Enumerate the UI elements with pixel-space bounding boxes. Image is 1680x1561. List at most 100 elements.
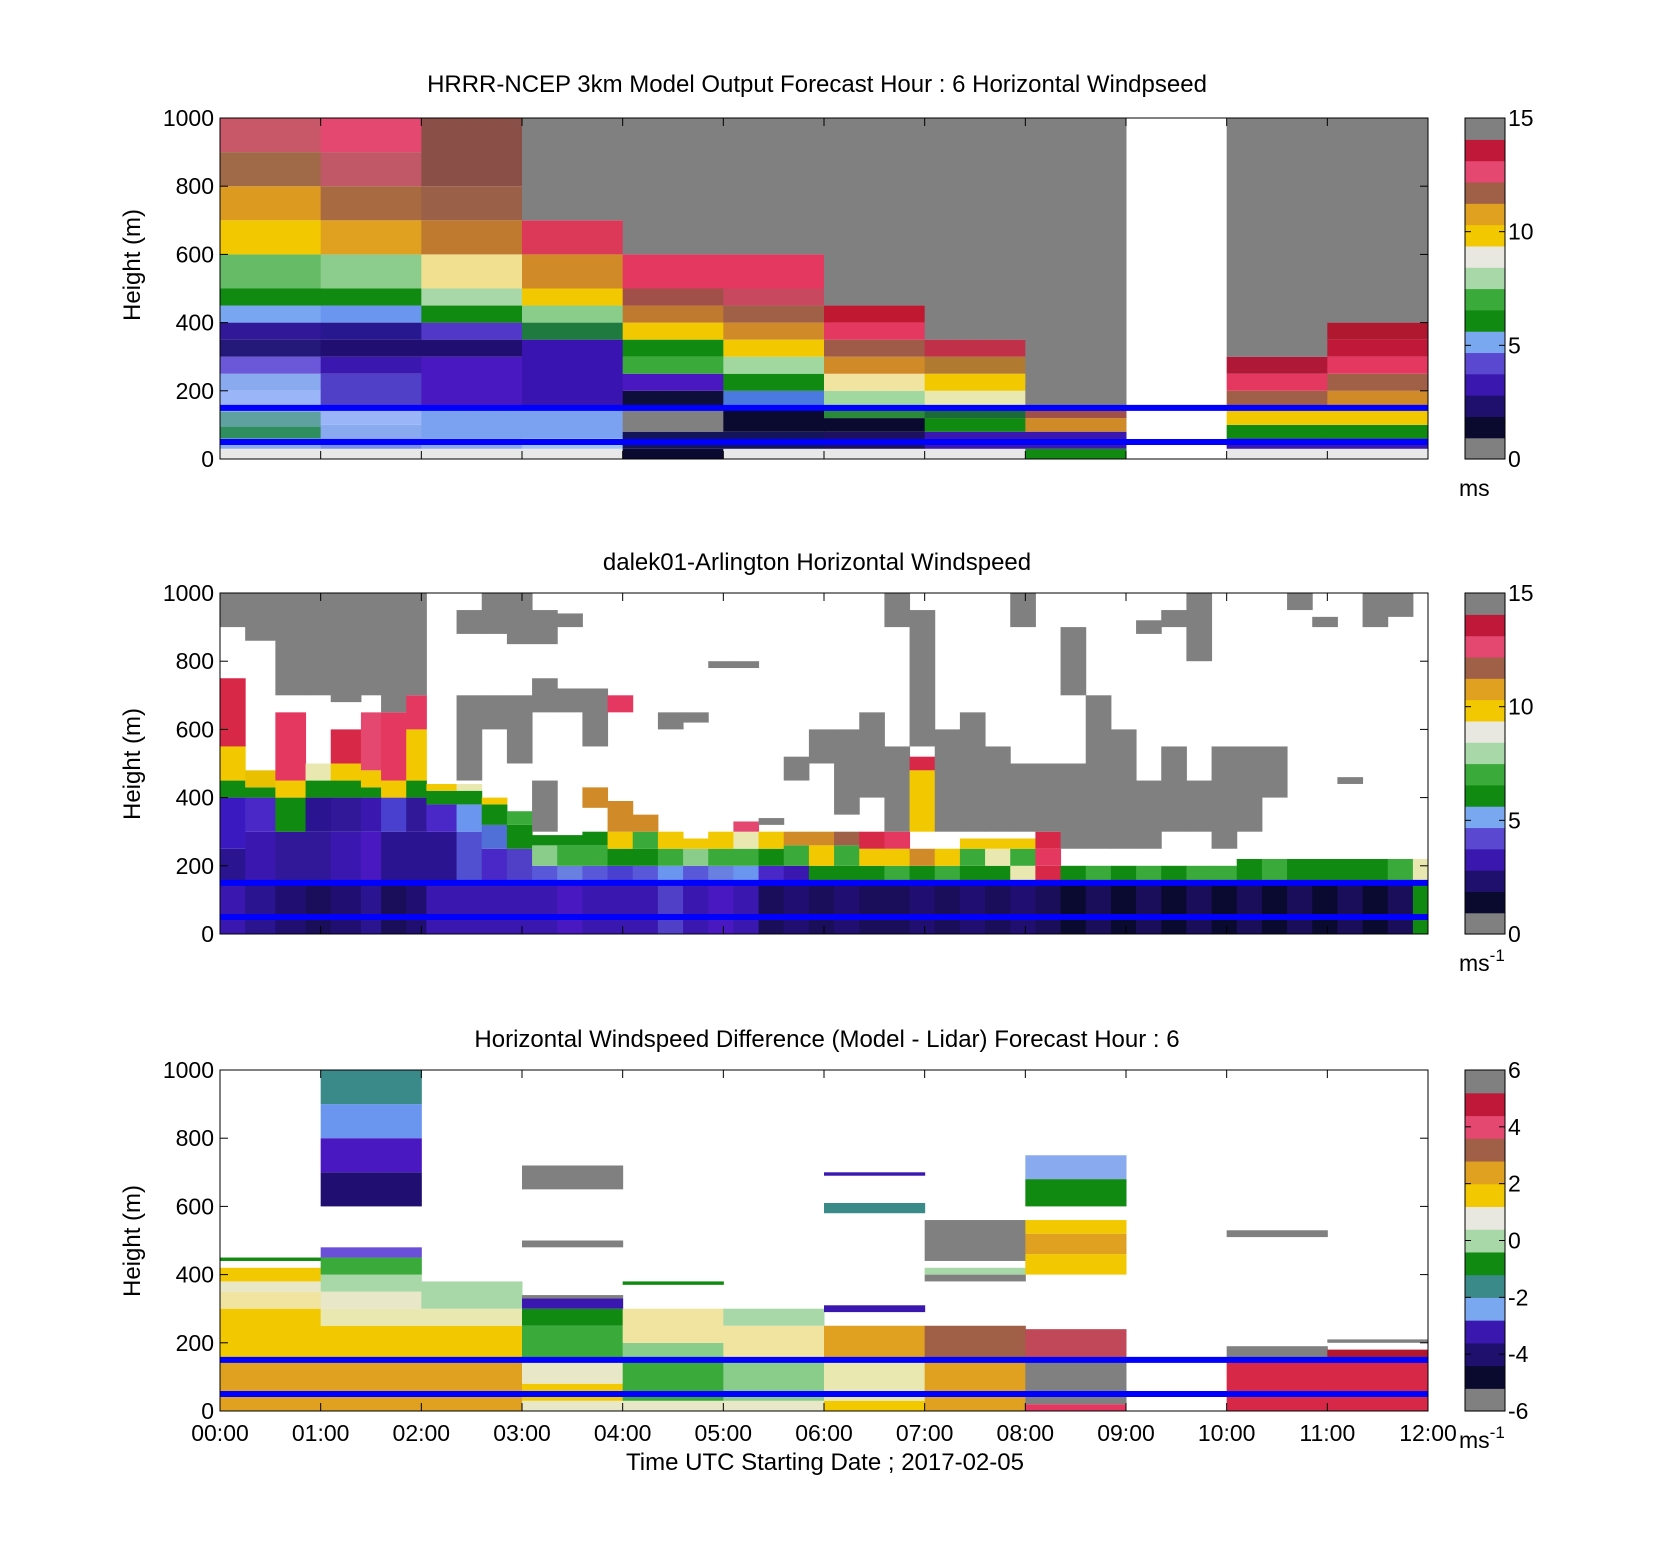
heatmap-cell	[421, 186, 523, 221]
heatmap-cell	[985, 865, 1011, 883]
heatmap-cell	[275, 780, 307, 798]
y-tick-label: 0	[201, 921, 214, 947]
heatmap-cell	[1110, 882, 1137, 934]
heatmap-cell	[320, 288, 422, 306]
colorbar-tick-label: -6	[1508, 1398, 1528, 1424]
heatmap-cell	[1412, 858, 1429, 883]
heatmap-cell	[723, 448, 825, 459]
heatmap-cell	[1337, 777, 1364, 784]
heatmap-cell	[582, 865, 609, 883]
heatmap-cell	[426, 790, 458, 805]
heatmap-cell	[859, 848, 885, 866]
heatmap-cell	[421, 1359, 523, 1411]
heatmap-cell	[924, 1220, 1026, 1261]
heatmap-cell	[532, 780, 558, 832]
heatmap-cell	[320, 118, 422, 153]
x-tick-label: 12:00	[1399, 1420, 1457, 1446]
heatmap-cell	[220, 339, 322, 357]
heatmap-cell	[723, 1308, 825, 1326]
heatmap-cell	[506, 882, 533, 934]
colorbar-unit: ms	[1459, 475, 1490, 501]
heatmap-cell	[934, 729, 961, 832]
colorbar-swatch	[1465, 181, 1505, 204]
heatmap-cell	[1186, 882, 1213, 934]
heatmap-cell	[1136, 620, 1162, 634]
heatmap-cell	[330, 780, 362, 798]
y-tick-label: 400	[176, 1262, 214, 1288]
heatmap-cell	[824, 1202, 926, 1214]
x-tick-label: 00:00	[191, 1420, 249, 1446]
heatmap-cell	[381, 882, 407, 934]
heatmap-cell	[622, 254, 724, 289]
heatmap-cell	[557, 613, 583, 628]
heatmap-cell	[924, 1274, 1026, 1282]
heatmap-cell	[320, 254, 422, 289]
heatmap-cell	[934, 865, 961, 883]
colorbar-swatch	[1465, 848, 1505, 871]
colorbar-tick-label: 15	[1508, 105, 1534, 131]
y-tick-label: 0	[201, 446, 214, 472]
heatmap-cell	[1025, 118, 1127, 408]
heatmap-cell	[381, 593, 407, 713]
heatmap-cell	[360, 593, 382, 696]
heatmap-cell	[723, 373, 825, 391]
heatmap-cell	[1136, 882, 1162, 934]
colorbar-tick-label: 5	[1508, 332, 1521, 358]
colorbar-swatch	[1465, 416, 1505, 439]
heatmap-cell	[320, 322, 422, 340]
heatmap-cell	[1186, 865, 1213, 883]
heatmap-cell	[985, 746, 1011, 832]
heatmap-cell	[632, 831, 659, 849]
heatmap-cell	[1186, 780, 1213, 832]
heatmap-cell	[1025, 407, 1127, 419]
heatmap-cell	[1025, 1254, 1127, 1275]
heatmap-cell	[723, 305, 825, 323]
heatmap-cell	[245, 882, 276, 934]
heatmap-cell	[381, 831, 407, 883]
heatmap-cell	[657, 848, 684, 866]
heatmap-cell	[220, 1257, 322, 1261]
heatmap-cell	[622, 288, 724, 306]
heatmap-cell	[622, 1281, 724, 1285]
heatmap-cell	[456, 804, 483, 832]
colorbar-swatch	[1465, 1251, 1505, 1276]
heatmap-cell	[622, 448, 724, 459]
heatmap-cell	[220, 118, 322, 153]
heatmap-cell	[657, 712, 684, 730]
colorbar-swatch	[1465, 288, 1505, 311]
colorbar-swatch	[1465, 1183, 1505, 1207]
heatmap-cell	[834, 882, 860, 934]
heatmap-cell	[1387, 593, 1414, 617]
heatmap-cell	[607, 831, 634, 849]
colorbar-swatch	[1465, 806, 1505, 829]
heatmap-cell	[481, 804, 508, 825]
heatmap-cell	[1327, 1339, 1429, 1343]
colorbar-unit: ms-1	[1459, 1423, 1505, 1453]
heatmap-cell	[406, 882, 427, 934]
panel-title: HRRR-NCEP 3km Model Output Forecast Hour…	[427, 71, 1207, 98]
heatmap-cell	[320, 305, 422, 323]
heatmap-cell	[909, 756, 936, 771]
heatmap-cell	[406, 695, 427, 730]
panel-model: HRRR-NCEP 3km Model Output Forecast Hour…	[119, 71, 1534, 501]
heatmap-cell	[481, 882, 508, 934]
heatmap-cell	[723, 254, 825, 289]
heatmap-cell	[622, 339, 724, 357]
colorbar: 0 5 10 15 ms	[1459, 105, 1534, 501]
heatmap-cell	[1035, 831, 1062, 849]
heatmap-cell	[522, 322, 624, 340]
heatmap-cell	[220, 152, 322, 187]
heatmap-cell	[1412, 882, 1429, 934]
heatmap-cell	[582, 882, 609, 934]
heatmap-cell	[406, 780, 427, 798]
heatmap-cell	[506, 695, 533, 764]
heatmap-cell	[1287, 593, 1313, 611]
heatmap-cell	[657, 882, 684, 934]
heatmap-cell	[683, 712, 709, 723]
heatmap-cell	[406, 831, 427, 883]
heatmap-cell	[622, 305, 724, 323]
heatmap-cell	[1362, 882, 1389, 934]
heatmap-cell	[622, 390, 724, 408]
heatmap-cell	[622, 1342, 724, 1360]
heatmap-cell	[783, 831, 810, 846]
